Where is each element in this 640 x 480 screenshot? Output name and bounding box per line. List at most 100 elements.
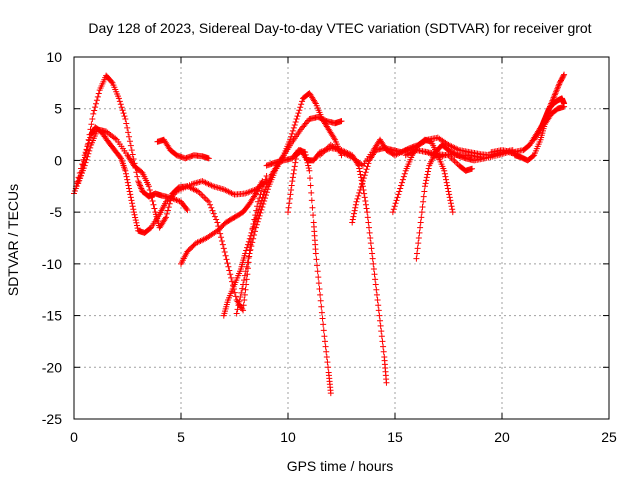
data-point	[224, 260, 231, 267]
data-point	[554, 84, 561, 91]
data-point	[119, 107, 126, 114]
data-point	[209, 207, 216, 214]
data-point	[131, 211, 138, 218]
data-point	[166, 200, 173, 207]
data-point	[234, 306, 241, 313]
data-point	[243, 247, 250, 254]
series-arc-2	[73, 124, 270, 236]
data-point	[218, 237, 225, 244]
data-point	[318, 309, 325, 316]
y-tick-label: -20	[42, 359, 62, 375]
data-point	[394, 194, 401, 201]
data-point	[360, 175, 367, 182]
data-point	[201, 194, 208, 201]
data-point	[92, 104, 99, 111]
data-point	[551, 93, 558, 100]
data-point	[366, 224, 373, 231]
data-point	[211, 213, 218, 220]
data-point	[132, 217, 139, 224]
data-point	[321, 338, 328, 345]
data-point	[292, 155, 299, 162]
data-point	[150, 201, 157, 208]
data-point	[446, 194, 453, 201]
data-point	[375, 307, 382, 314]
data-point	[292, 159, 299, 166]
data-point	[555, 82, 562, 89]
data-point	[122, 116, 129, 123]
data-point	[116, 98, 123, 105]
data-point	[78, 170, 85, 177]
data-point	[289, 174, 296, 181]
data-point	[148, 194, 155, 201]
data-point	[87, 144, 94, 151]
data-point	[322, 343, 329, 350]
data-point	[260, 201, 267, 208]
data-point	[233, 310, 240, 317]
data-point	[373, 286, 380, 293]
data-point	[390, 206, 397, 213]
data-point	[358, 181, 365, 188]
data-point	[362, 169, 369, 176]
data-point	[168, 193, 175, 200]
data-point	[129, 151, 136, 158]
data-point	[375, 302, 382, 309]
data-point	[151, 205, 158, 212]
data-point	[83, 146, 90, 153]
data-point	[363, 166, 370, 173]
data-point	[247, 246, 254, 253]
data-point	[93, 97, 100, 104]
y-tick-label: -15	[42, 308, 62, 324]
x-tick-label: 5	[177, 429, 185, 445]
data-point	[78, 172, 85, 179]
data-point	[263, 189, 270, 196]
data-point	[130, 206, 137, 213]
series-arc-11	[349, 134, 516, 226]
data-point	[241, 291, 248, 298]
data-point	[232, 293, 239, 300]
data-point	[262, 192, 269, 199]
data-point	[294, 113, 301, 120]
chart-title: Day 128 of 2023, Sidereal Day-to-day VTE…	[88, 20, 591, 36]
data-point	[356, 189, 363, 196]
data-point	[448, 203, 455, 210]
data-point	[420, 193, 427, 200]
data-point	[228, 274, 235, 281]
data-point	[251, 232, 258, 239]
y-tick-label: 5	[54, 101, 62, 117]
data-point	[376, 312, 383, 319]
data-point	[286, 200, 293, 207]
data-point	[324, 359, 331, 366]
data-point	[126, 185, 133, 192]
data-point	[415, 240, 422, 247]
series-arc-6	[220, 90, 345, 319]
x-tick-label: 0	[70, 429, 78, 445]
data-point	[306, 167, 313, 174]
data-point	[93, 100, 100, 107]
y-tick-label: -25	[42, 411, 62, 427]
data-point	[163, 214, 170, 221]
data-point	[133, 219, 140, 226]
data-point	[364, 163, 371, 170]
data-point	[94, 93, 101, 100]
data-point	[367, 235, 374, 241]
data-point	[361, 172, 368, 179]
data-point	[245, 238, 252, 245]
data-point	[245, 254, 252, 261]
series-arc-5	[178, 178, 266, 267]
data-point	[298, 101, 305, 108]
data-point	[87, 134, 94, 141]
data-point	[425, 168, 432, 175]
data-point	[417, 224, 424, 231]
x-axis-label: GPS time / hours	[287, 458, 394, 474]
data-point	[128, 147, 135, 154]
data-point	[296, 107, 303, 114]
data-point	[561, 103, 568, 110]
data-point	[358, 174, 365, 181]
data-point	[71, 188, 78, 195]
y-axis-label: SDTVAR / TECUs	[5, 184, 21, 296]
data-point	[127, 191, 134, 198]
data-point	[77, 175, 84, 182]
data-point	[132, 214, 139, 221]
data-point	[552, 90, 559, 97]
data-point	[368, 245, 375, 252]
